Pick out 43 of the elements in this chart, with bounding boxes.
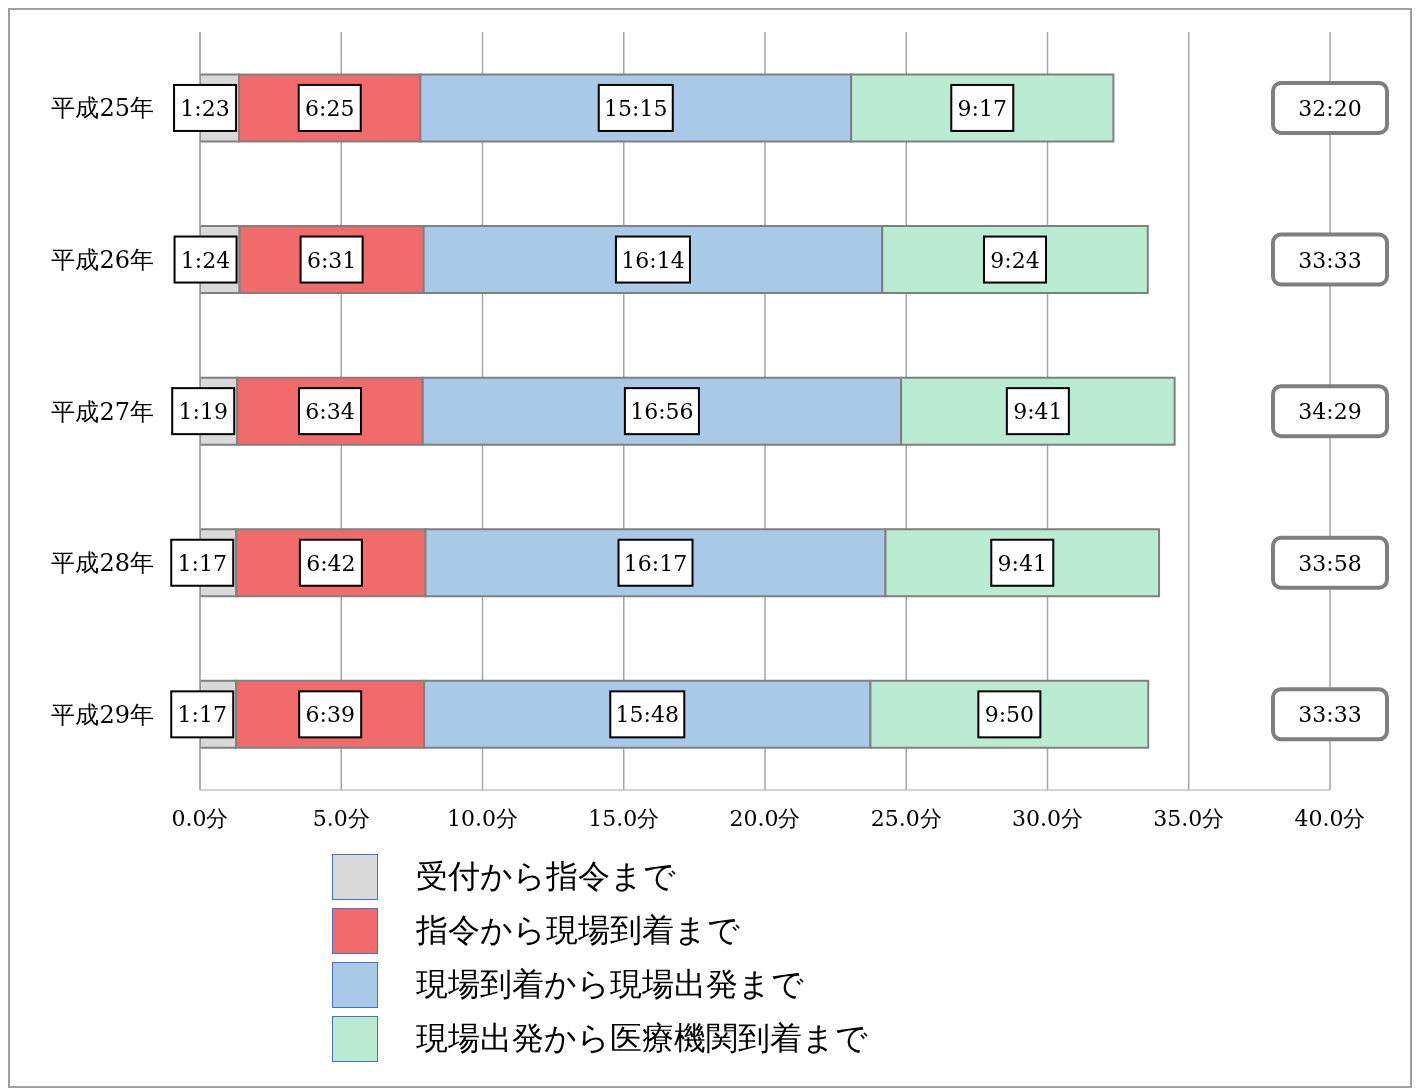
annotation: 33:58 [1298, 550, 1362, 576]
x-tick-label: 5.0分 [312, 805, 370, 831]
data-label: 16:14 [621, 247, 685, 273]
data-label: 6:42 [306, 550, 356, 576]
y-tick-label: 平成29年 [51, 700, 154, 729]
data-label: 1:24 [180, 247, 231, 273]
y-tick-label: 平成26年 [51, 245, 154, 274]
legend-label: 現場到着から現場出発まで [416, 964, 804, 1005]
data-label: 1:23 [180, 95, 230, 121]
data-label: 15:15 [604, 95, 668, 121]
x-tick-label: 25.0分 [870, 805, 942, 831]
data-label: 6:25 [305, 95, 355, 121]
data-label: 9:24 [990, 247, 1040, 273]
data-label: 1:19 [178, 399, 228, 425]
data-label: 16:17 [623, 550, 688, 576]
data-label: 6:31 [306, 247, 357, 273]
data-label: 15:48 [615, 702, 679, 728]
x-tick-label: 10.0分 [447, 805, 518, 831]
x-tick-label: 15.0分 [588, 805, 660, 831]
data-label: 6:39 [305, 702, 355, 728]
x-tick-label: 35.0分 [1153, 805, 1225, 831]
data-label: 1:17 [177, 702, 227, 728]
data-label: 9:17 [957, 95, 1007, 121]
annotation: 34:29 [1298, 399, 1362, 425]
x-tick-label: 40.0分 [1294, 805, 1366, 831]
legend-label: 指令から現場到着まで [416, 910, 740, 951]
y-tick-label: 平成27年 [51, 397, 154, 426]
annotation: 32:20 [1298, 95, 1362, 121]
data-label: 16:56 [630, 399, 694, 425]
x-tick-label: 20.0分 [729, 805, 801, 831]
data-label: 1:17 [177, 550, 227, 576]
y-tick-label: 平成28年 [51, 549, 154, 578]
data-label: 9:41 [1013, 399, 1063, 425]
legend-label: 現場出発から医療機関到着まで [416, 1018, 868, 1059]
x-tick-label: 0.0分 [171, 805, 229, 831]
annotation: 33:33 [1298, 702, 1362, 728]
data-label: 9:50 [984, 702, 1035, 728]
y-tick-label: 平成25年 [51, 94, 154, 123]
annotation: 33:33 [1298, 247, 1362, 273]
legend-label: 受付から指令まで [416, 856, 676, 897]
data-label: 9:41 [997, 550, 1047, 576]
x-tick-label: 30.0分 [1012, 805, 1083, 831]
data-label: 6:34 [305, 399, 355, 425]
